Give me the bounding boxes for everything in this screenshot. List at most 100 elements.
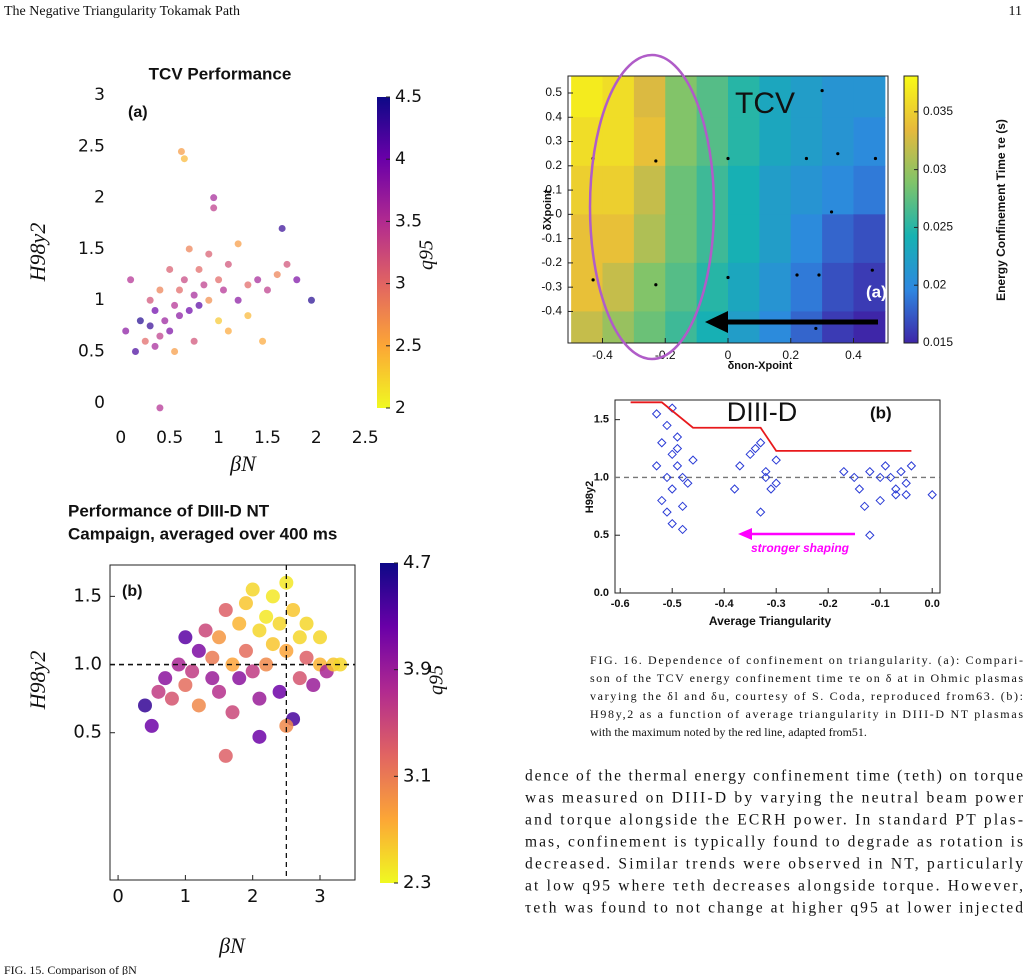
y-tick-label: 0 bbox=[94, 393, 105, 413]
y-axis-label: δXpoint bbox=[542, 189, 554, 230]
data-point bbox=[875, 472, 885, 483]
chart: -0.4 -0.2 0 0.2 0.4-0.4-0.3-0.2-0.100.10.20.… bbox=[541, 75, 1008, 372]
data-point bbox=[735, 461, 745, 471]
data-point bbox=[279, 718, 294, 733]
data-point bbox=[263, 286, 271, 294]
y-tick-label: 3 bbox=[94, 85, 105, 105]
heat-cell bbox=[633, 165, 666, 215]
colorbar-tick-label: 3.5 bbox=[395, 211, 422, 231]
data-point bbox=[885, 472, 896, 483]
data-point bbox=[215, 276, 223, 284]
y-tick-label: 1.5 bbox=[594, 414, 609, 426]
x-tick-label: -0.6 bbox=[611, 598, 630, 610]
data-point bbox=[245, 664, 260, 679]
colorbar-tick-label: 0.035 bbox=[923, 104, 953, 118]
y-tick-label: 1.5 bbox=[73, 585, 102, 606]
data-point bbox=[667, 449, 677, 460]
heat-cell bbox=[853, 262, 886, 312]
data-point bbox=[771, 455, 781, 465]
data-point bbox=[252, 729, 267, 744]
data-point bbox=[195, 301, 203, 309]
data-point bbox=[225, 705, 240, 720]
data-point bbox=[190, 291, 198, 299]
x-axis-label: δnon-Xpoint bbox=[728, 360, 793, 372]
x-tick-label: 1 bbox=[180, 886, 191, 907]
heat-cell bbox=[759, 117, 792, 167]
chart-title: DIII-D bbox=[727, 397, 798, 427]
heat-cell bbox=[853, 165, 886, 215]
measurement-point bbox=[726, 156, 730, 161]
data-point bbox=[672, 461, 683, 471]
data-point bbox=[210, 194, 218, 202]
data-point bbox=[259, 609, 274, 624]
data-point bbox=[273, 271, 281, 279]
data-point bbox=[191, 698, 206, 713]
measurement-point bbox=[873, 156, 878, 161]
chart-title: TCV Performance bbox=[149, 64, 292, 83]
data-point bbox=[865, 466, 875, 477]
data-point bbox=[136, 317, 144, 325]
data-point bbox=[677, 472, 688, 483]
y-axis-label: H98y2 bbox=[25, 651, 50, 711]
body-text: decreased. Similar trends were observed … bbox=[525, 856, 1023, 873]
data-point bbox=[755, 507, 766, 517]
x-tick-label: -0.2 bbox=[819, 598, 838, 610]
data-point bbox=[175, 312, 183, 320]
data-point bbox=[156, 286, 164, 294]
measurement-point bbox=[654, 283, 658, 287]
x-axis-label: βN bbox=[218, 933, 246, 958]
data-point bbox=[138, 698, 152, 713]
shaping-arrow bbox=[738, 528, 855, 540]
y-tick-label: 2 bbox=[94, 188, 105, 208]
data-point bbox=[166, 327, 174, 335]
data-point bbox=[657, 495, 667, 506]
y-tick-label: 0.5 bbox=[545, 85, 562, 99]
colorbar-label: q95 bbox=[426, 665, 448, 695]
annotation: stronger shaping bbox=[751, 541, 850, 555]
data-point bbox=[667, 403, 677, 413]
heat-cell bbox=[853, 214, 886, 264]
data-point bbox=[205, 650, 220, 665]
colorbar bbox=[377, 97, 390, 408]
y-axis-label: H98y2 bbox=[25, 223, 50, 283]
data-point bbox=[146, 322, 154, 330]
data-point bbox=[662, 420, 672, 431]
heat-cell bbox=[790, 214, 823, 264]
y-tick-label: 0.3 bbox=[545, 134, 562, 148]
x-tick-label: 2 bbox=[311, 428, 322, 448]
data-point bbox=[178, 630, 193, 645]
heat-cell bbox=[728, 76, 760, 118]
data-point bbox=[141, 337, 149, 345]
x-tick-label: 0.4 bbox=[845, 348, 862, 362]
data-point bbox=[151, 342, 159, 350]
data-point bbox=[755, 438, 766, 448]
colorbar-label: Energy Confinement Time τe (s) bbox=[994, 119, 1008, 301]
y-tick-label: 0 bbox=[555, 207, 562, 221]
heat-cell bbox=[790, 262, 823, 312]
data-point bbox=[219, 286, 227, 294]
chart: -0.6 -0.5 -0.4 -0.3 -0.2 -0.1 0.0 0.0 0.5 1.0 1.5 s… bbox=[584, 397, 941, 628]
data-point bbox=[667, 518, 677, 529]
data-point bbox=[299, 616, 314, 631]
running-title: The Negative Triangularity Tokamak Path bbox=[4, 4, 240, 19]
heat-cell bbox=[571, 76, 604, 118]
x-tick-label: 0.5 bbox=[156, 428, 183, 448]
data-point bbox=[875, 495, 885, 506]
data-point bbox=[224, 260, 232, 268]
data-point bbox=[210, 204, 218, 212]
y-tick-label: 0.0 bbox=[594, 587, 609, 599]
body-text: mas, confinement is typically found to d… bbox=[525, 834, 1023, 851]
heat-cell bbox=[571, 311, 604, 343]
y-tick-label: -0.1 bbox=[541, 231, 562, 245]
data-point bbox=[215, 317, 223, 325]
heat-cell bbox=[665, 262, 698, 312]
body-text: dence of the thermal energy confinement … bbox=[525, 768, 1023, 785]
x-tick-label: -0.4 bbox=[592, 348, 613, 362]
data-point bbox=[293, 276, 301, 284]
data-point bbox=[306, 678, 321, 692]
measurement-point bbox=[820, 88, 824, 93]
colorbar-tick-label: 3.1 bbox=[403, 765, 432, 786]
x-tick-label: 3 bbox=[314, 886, 325, 907]
data-point bbox=[198, 623, 213, 638]
